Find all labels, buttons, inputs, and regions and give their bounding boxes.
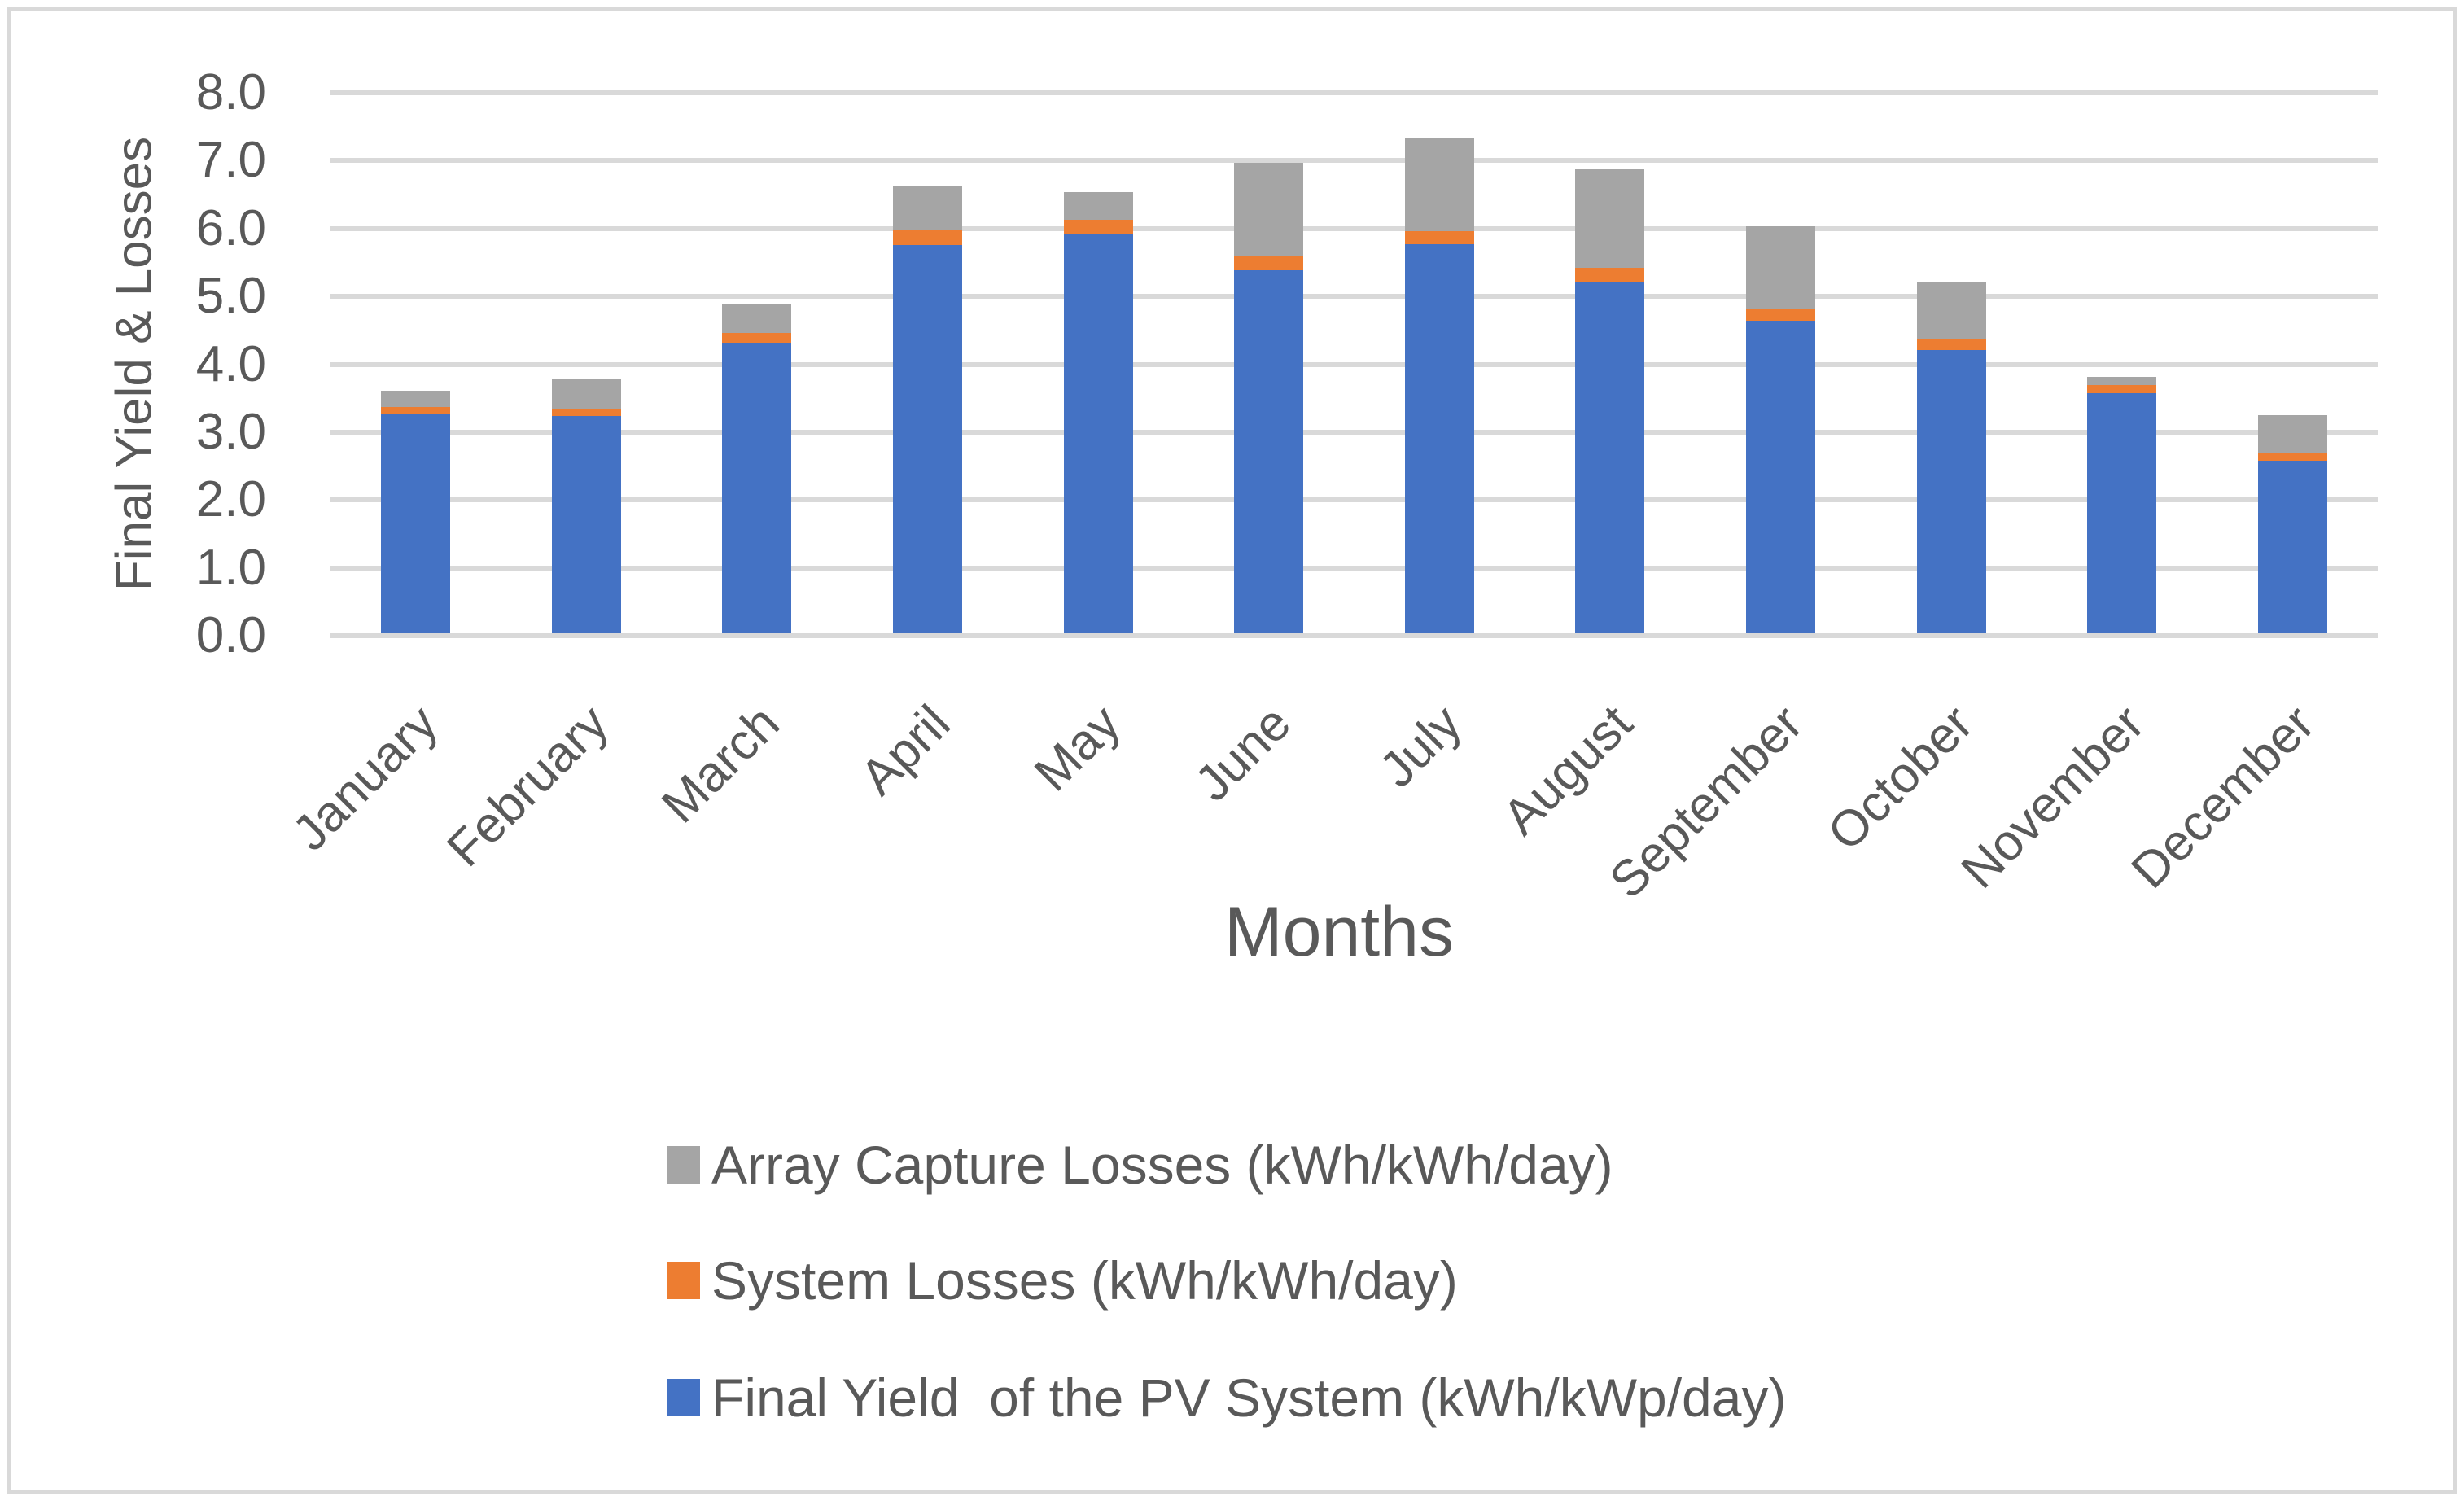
legend-swatch-final-yield-icon [667,1379,700,1416]
bar-segment-system-losses-july [1404,231,1474,245]
bar-segment-final-yield-july [1404,244,1474,633]
bar-segment-final-yield-november [2087,392,2157,633]
bar-segment-final-yield-august [1575,282,1645,633]
bar-segment-array-capture-losses-june [1234,163,1304,257]
legend-label-array-capture-losses: Array Capture Losses (kWh/kWh/day) [711,1135,1613,1195]
bar-segment-system-losses-june [1234,256,1304,270]
legend-swatch-array-capture-losses-icon [667,1146,700,1184]
y-tick-label: 3.0 [195,403,266,460]
bar-segment-system-losses-november [2087,384,2157,393]
x-axis-title: Months [1223,893,1455,971]
bar-segment-system-losses-march [722,332,792,344]
y-tick-label: 6.0 [195,199,266,256]
y-tick-label: 0.0 [195,607,266,663]
gridline [330,361,2378,367]
bar-segment-array-capture-losses-november [2087,376,2157,385]
bar-segment-array-capture-losses-august [1575,168,1645,269]
bar-segment-system-losses-february [551,409,621,417]
gridline [330,294,2378,300]
bar-segment-array-capture-losses-april [893,185,963,230]
gridline [330,225,2378,231]
legend-label-final-yield: Final Yield of the PV System (kWh/kWp/da… [711,1368,1787,1428]
chart-border [7,7,2457,1494]
y-tick-label: 2.0 [195,471,266,528]
bar-segment-array-capture-losses-february [551,379,621,409]
bar-segment-array-capture-losses-october [1916,282,1986,339]
bar-segment-array-capture-losses-december [2257,414,2327,454]
y-tick-label: 4.0 [195,335,266,392]
bar-segment-system-losses-december [2257,453,2327,462]
bar-segment-final-yield-april [893,245,963,633]
bar-segment-array-capture-losses-march [722,304,792,333]
gridline [330,565,2378,571]
legend-swatch-system-losses-icon [667,1262,700,1299]
y-tick-label: 8.0 [195,64,266,120]
plot-area [330,90,2378,638]
bar-segment-array-capture-losses-july [1404,138,1474,232]
bar-segment-array-capture-losses-may [1063,192,1133,221]
y-tick-label: 1.0 [195,539,266,596]
gridline [330,90,2378,95]
bar-segment-system-losses-january [381,406,451,414]
bar-segment-array-capture-losses-september [1745,225,1815,309]
bar-segment-system-losses-october [1916,339,1986,351]
bar-segment-final-yield-may [1063,234,1133,633]
legend-label-system-losses: System Losses (kWh/kWh/day) [711,1250,1458,1311]
bar-segment-final-yield-september [1745,321,1815,633]
bar-segment-final-yield-january [381,413,451,633]
bar-segment-final-yield-december [2257,461,2327,633]
bar-segment-final-yield-october [1916,350,1986,633]
gridline [330,497,2378,503]
x-axis-line [330,633,2378,638]
bar-segment-final-yield-june [1234,269,1304,633]
y-tick-label: 5.0 [195,268,266,325]
bar-segment-system-losses-april [893,230,963,246]
gridline [330,429,2378,435]
bar-segment-system-losses-may [1063,220,1133,234]
bar-segment-final-yield-march [722,343,792,633]
bar-segment-system-losses-august [1575,268,1645,282]
bar-segment-array-capture-losses-january [381,390,451,407]
bar-segment-final-yield-february [551,416,621,633]
bar-segment-system-losses-september [1745,309,1815,322]
y-tick-label: 7.0 [195,132,266,189]
gridline [330,158,2378,164]
